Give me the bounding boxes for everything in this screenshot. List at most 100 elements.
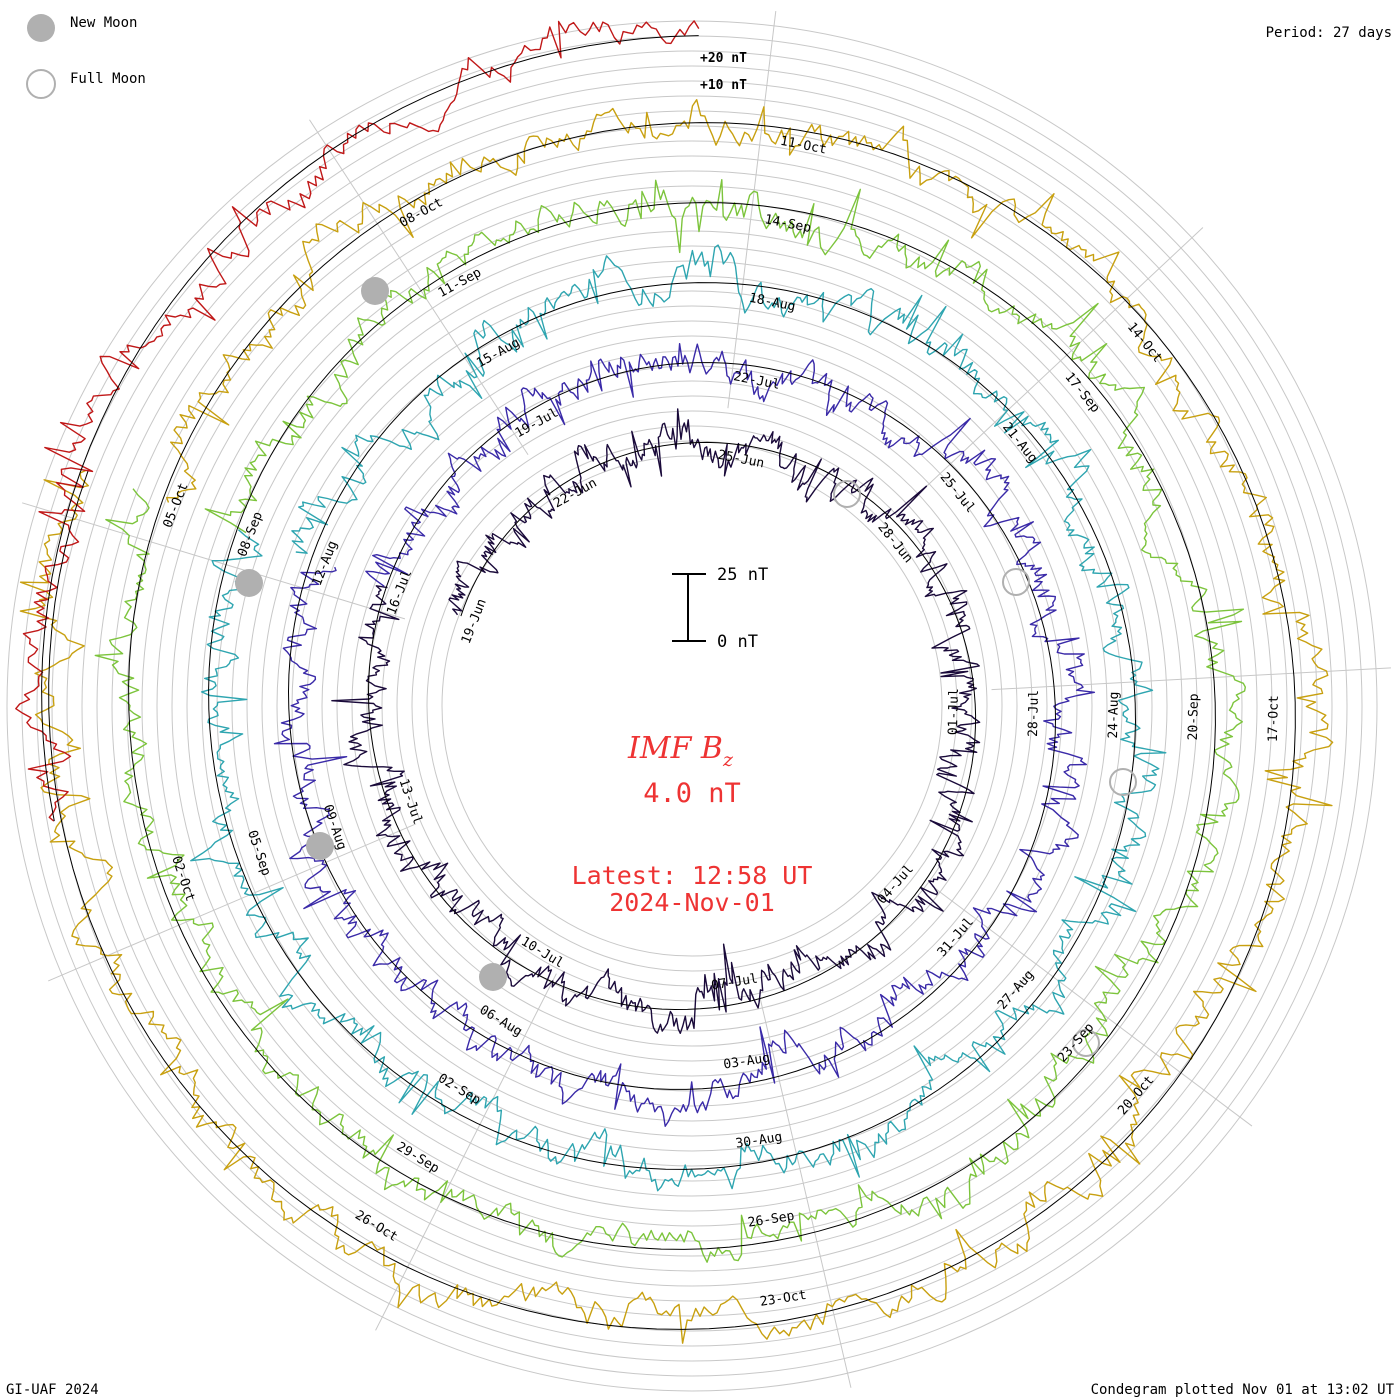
period-label: Period: 27 days bbox=[1266, 25, 1392, 41]
date-label: 07-Jul bbox=[710, 972, 759, 994]
grid-radial-line bbox=[309, 119, 529, 456]
date-label: 23-Oct bbox=[759, 1288, 808, 1310]
full-moon-legend-icon bbox=[26, 69, 56, 99]
series-line bbox=[190, 244, 1167, 1192]
series-line bbox=[15, 20, 700, 822]
grid-circle bbox=[246, 260, 1138, 1152]
new-moon-icon bbox=[479, 963, 507, 991]
baseline-circles bbox=[41, 35, 1296, 1330]
date-label: 13-Jul bbox=[396, 777, 425, 826]
date-label: 01-Jul bbox=[946, 688, 962, 735]
date-label: 05-Oct bbox=[161, 481, 192, 530]
new-moon-icon bbox=[306, 832, 334, 860]
grid-circle bbox=[111, 125, 1273, 1287]
date-label: 06-Aug bbox=[477, 1003, 525, 1040]
date-label: 25-Jul bbox=[937, 470, 978, 516]
date-label: 24-Aug bbox=[1106, 691, 1122, 738]
grid-circle bbox=[411, 425, 973, 987]
date-label: 03-Aug bbox=[722, 1051, 771, 1073]
grid-circle bbox=[381, 395, 1003, 1017]
ring-label-10nt: +10 nT bbox=[700, 78, 747, 93]
baseline-spiral bbox=[128, 202, 1216, 1250]
date-label: 17-Oct bbox=[1266, 695, 1282, 742]
series-line bbox=[19, 99, 1334, 1344]
grid-radial-line bbox=[931, 885, 1253, 1127]
grid-circle bbox=[21, 35, 1363, 1377]
grid-circle bbox=[231, 245, 1153, 1167]
full-moon-icon bbox=[1109, 768, 1137, 796]
grid-circle bbox=[126, 140, 1258, 1272]
grid-radial-line bbox=[910, 227, 1204, 502]
grid-circle bbox=[336, 350, 1048, 1062]
moon-markers bbox=[235, 277, 1137, 1057]
grid-circle bbox=[66, 80, 1318, 1332]
new-moon-icon bbox=[361, 277, 389, 305]
ring-label-20nt: +20 nT bbox=[700, 51, 747, 66]
grid-radial-line bbox=[759, 998, 852, 1388]
grid-circle bbox=[36, 50, 1348, 1362]
baseline-spiral bbox=[48, 122, 1296, 1330]
grid-circle bbox=[366, 380, 1018, 1032]
date-label: 20-Sep bbox=[1186, 693, 1202, 740]
series-line bbox=[94, 179, 1246, 1263]
date-label: 15-Aug bbox=[474, 335, 522, 371]
scale-bottom-label: 0 nT bbox=[717, 632, 758, 652]
date-label: 22-Jun bbox=[551, 476, 599, 512]
baseline-spiral bbox=[367, 441, 977, 1011]
grid-radial-line bbox=[375, 973, 557, 1331]
plotted-label: Condegram plotted Nov 01 at 13:02 UT bbox=[1091, 1382, 1395, 1398]
full-moon-icon bbox=[1072, 1029, 1100, 1057]
series-line bbox=[331, 408, 981, 1034]
date-labels: 19-Jun22-Jun25-Jun28-Jun01-Jul04-Jul07-J… bbox=[161, 134, 1282, 1310]
date-label: 14-Oct bbox=[1124, 320, 1165, 366]
grid-circle bbox=[141, 155, 1243, 1257]
date-label: 26-Sep bbox=[747, 1209, 796, 1231]
date-label: 12-Aug bbox=[310, 539, 341, 588]
new-moon-icon bbox=[235, 569, 263, 597]
baseline-spiral bbox=[208, 282, 1137, 1170]
grid-circle bbox=[81, 95, 1303, 1317]
date-label: 05-Sep bbox=[244, 829, 273, 878]
grid-circle bbox=[171, 185, 1213, 1227]
grid-circle bbox=[201, 215, 1183, 1197]
date-label: 19-Jul bbox=[513, 405, 561, 441]
grid-circle bbox=[306, 320, 1078, 1092]
baseline-spiral bbox=[287, 362, 1057, 1090]
date-label: 02-Oct bbox=[168, 854, 197, 903]
grid-circle bbox=[276, 290, 1108, 1122]
latest-date: 2024-Nov-01 bbox=[609, 888, 775, 917]
new-moon-legend-label: New Moon bbox=[70, 15, 137, 31]
baseline-spiral bbox=[41, 35, 699, 822]
grid-circle bbox=[321, 335, 1063, 1077]
latest-time: Latest: 12:58 UT bbox=[572, 861, 813, 890]
full-moon-icon bbox=[1002, 568, 1030, 596]
grid-circle bbox=[6, 20, 1378, 1392]
date-label: 11-Oct bbox=[779, 134, 828, 158]
grid-circle bbox=[396, 410, 988, 1002]
grid-circle bbox=[216, 230, 1168, 1182]
grid-circle bbox=[351, 365, 1033, 1047]
date-label: 28-Jul bbox=[1026, 690, 1042, 737]
grid-circle bbox=[186, 200, 1198, 1212]
chart-title: IMF Bz bbox=[627, 731, 734, 771]
polar-grid bbox=[6, 10, 1391, 1392]
chart-value: 4.0 nT bbox=[643, 778, 741, 809]
grid-circle bbox=[156, 170, 1228, 1242]
date-label: 16-Jul bbox=[384, 568, 415, 617]
date-label: 25-Jun bbox=[716, 448, 765, 472]
new-moon-legend-icon bbox=[27, 14, 55, 42]
date-label: 11-Sep bbox=[436, 265, 485, 301]
date-label: 14-Sep bbox=[763, 212, 812, 236]
full-moon-icon bbox=[833, 480, 861, 508]
series-layer bbox=[15, 20, 1334, 1344]
grid-circle bbox=[261, 275, 1123, 1137]
grid-circle bbox=[441, 455, 943, 957]
grid-radial-line bbox=[991, 667, 1391, 691]
chart-title-main: IMF B bbox=[627, 731, 723, 766]
scale-top-label: 25 nT bbox=[717, 565, 768, 585]
grid-radial-line bbox=[48, 823, 417, 982]
series-line bbox=[273, 343, 1096, 1127]
date-label: 26-Oct bbox=[352, 1208, 400, 1245]
grid-radial-line bbox=[727, 10, 777, 409]
